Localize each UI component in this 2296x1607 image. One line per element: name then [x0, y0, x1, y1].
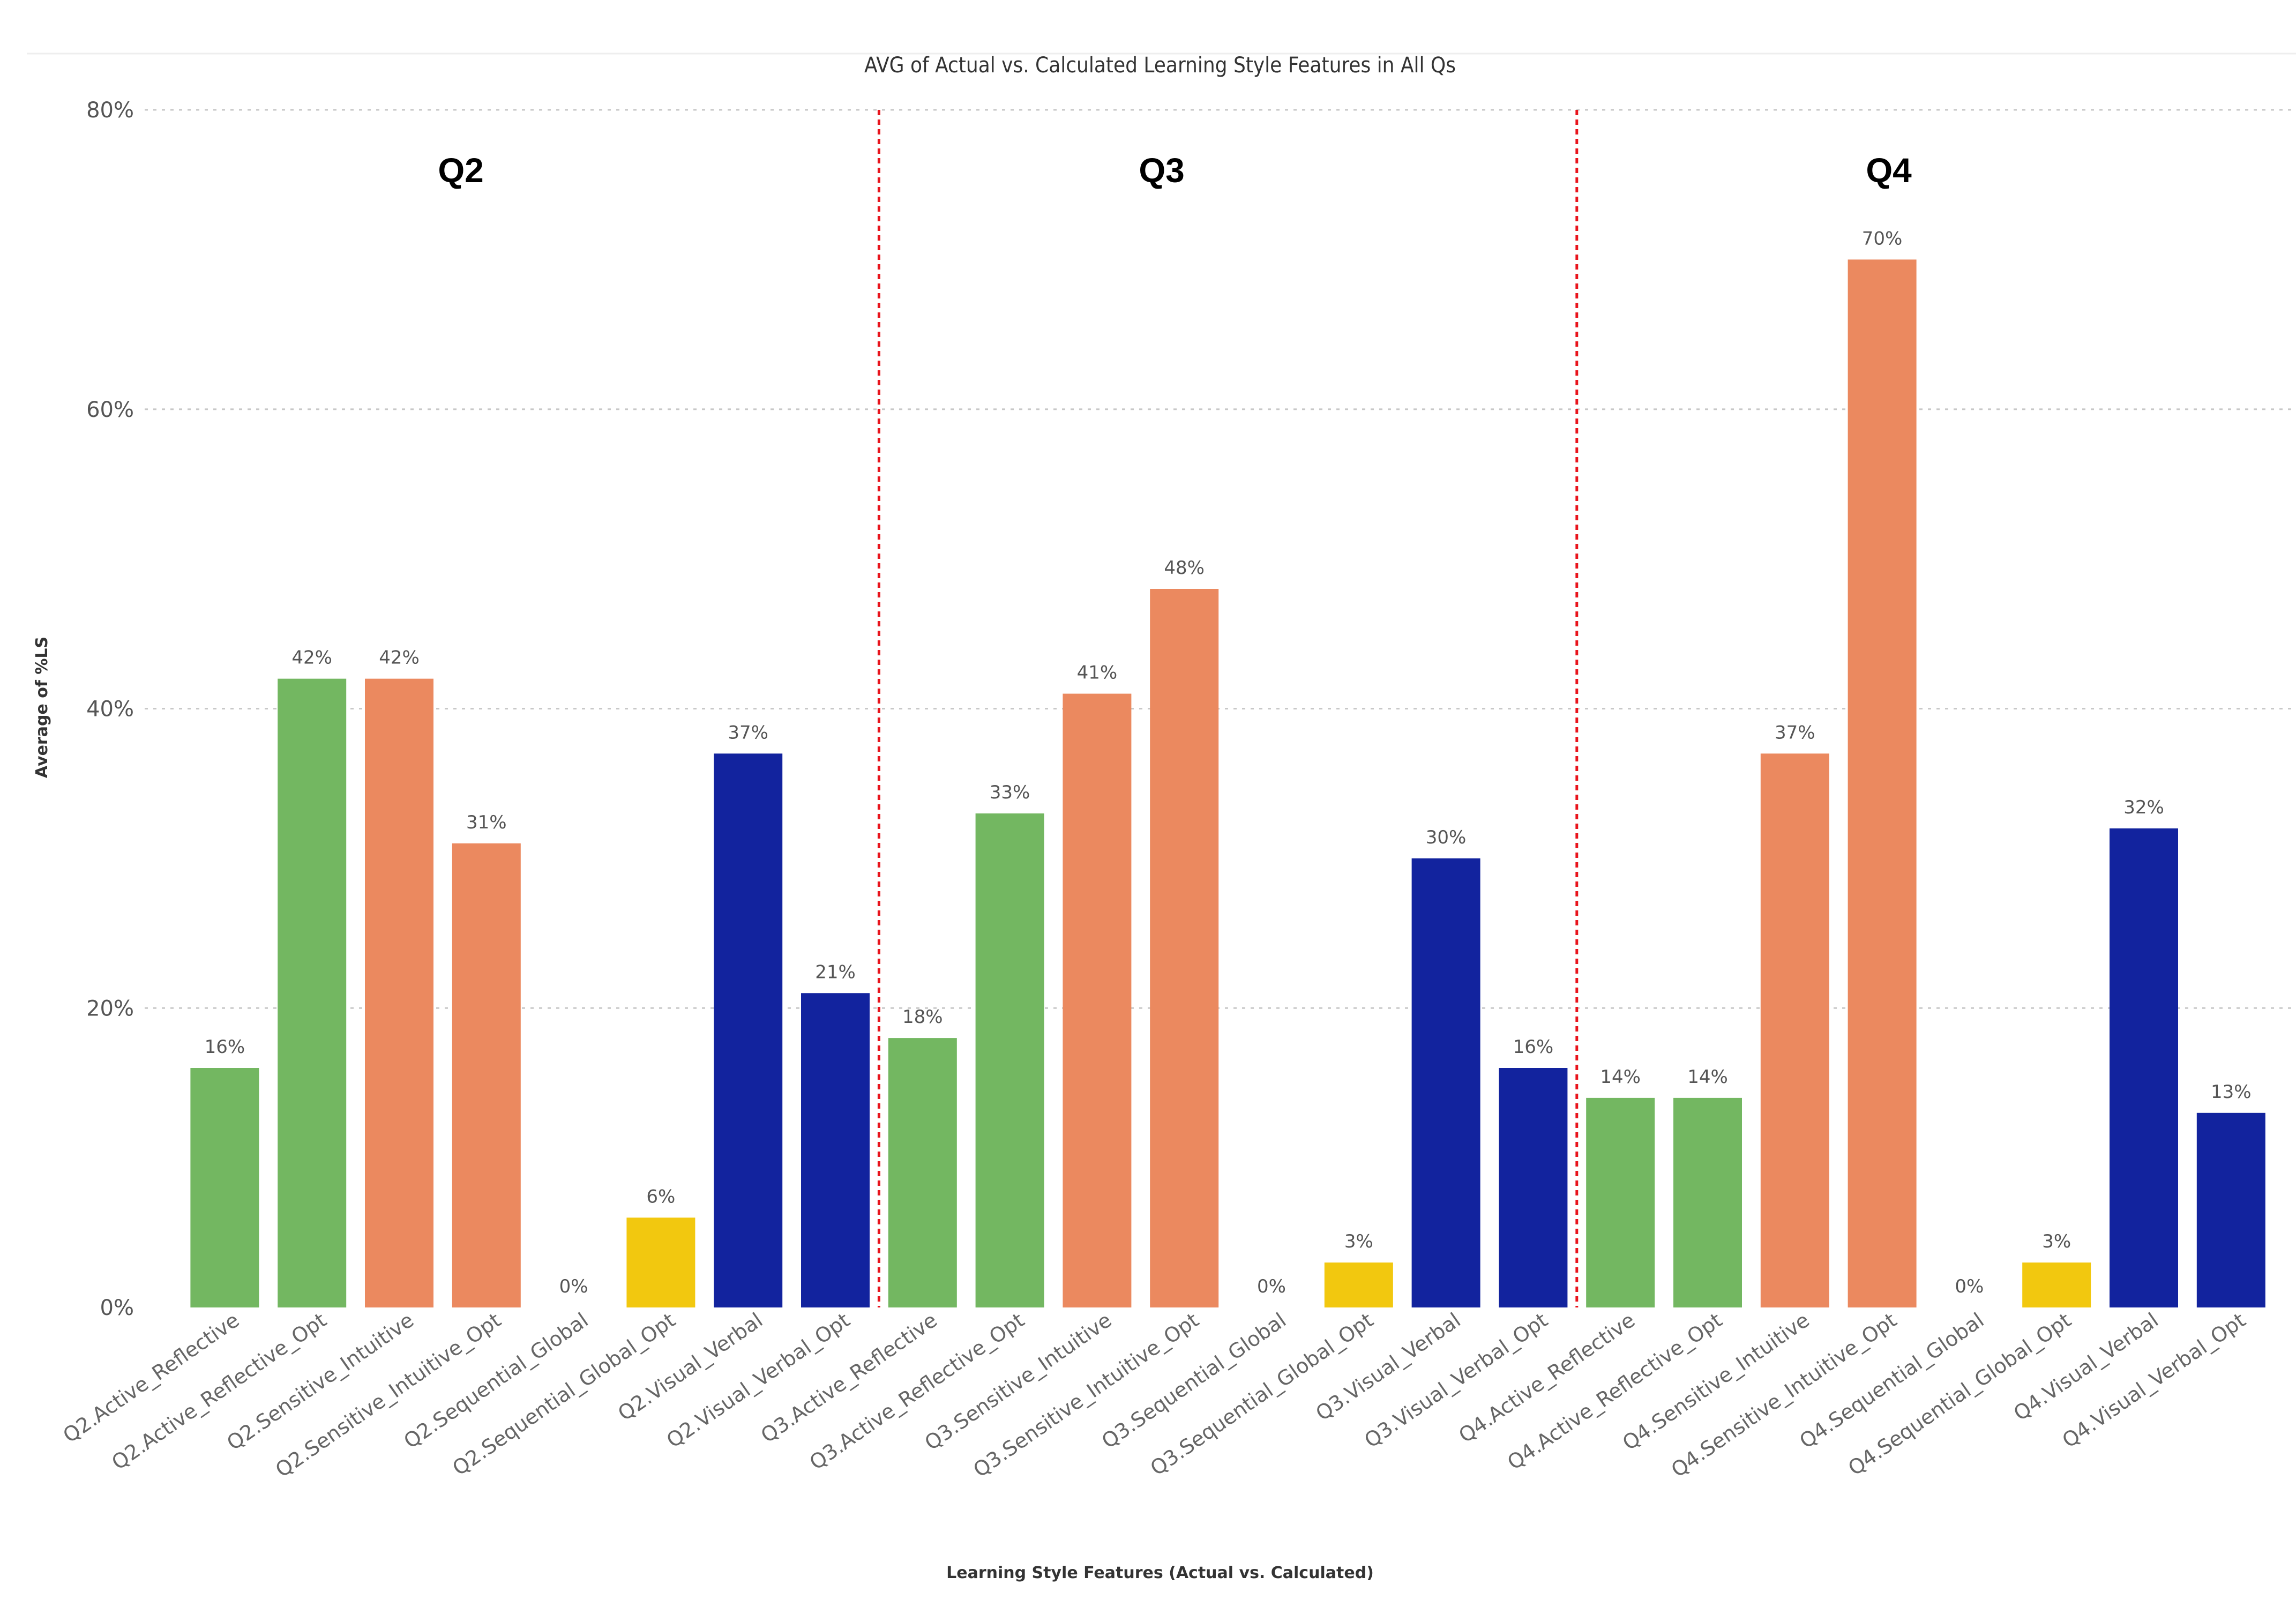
group-label: Q4 [1866, 151, 1912, 190]
bar-value-label: 48% [1164, 557, 1205, 579]
bar [190, 1068, 259, 1307]
x-tick-label: Q2.Visual_Verbal [614, 1308, 767, 1425]
bar-value-label: 13% [2211, 1081, 2252, 1103]
bar-value-label: 3% [1344, 1231, 1373, 1252]
bar [278, 678, 347, 1307]
bar-value-label: 21% [815, 961, 856, 983]
bar-value-label: 0% [1955, 1276, 1984, 1297]
x-axis-ticks: Q2.Active_ReflectiveQ2.Active_Reflective… [59, 1308, 2250, 1482]
y-axis-ticks: 0% 20% 40% 60% 80% [86, 98, 134, 1320]
bar [2110, 828, 2178, 1307]
bar [1324, 1262, 1393, 1307]
bar-value-label: 70% [1862, 228, 1903, 249]
bar [626, 1217, 695, 1307]
bar-value-label: 14% [1600, 1066, 1641, 1088]
bar-value-label: 16% [1513, 1036, 1554, 1058]
group-dividers [877, 110, 1579, 1307]
bar [1848, 259, 1917, 1307]
bar [1586, 1097, 1655, 1307]
bar [452, 843, 521, 1307]
bar [1673, 1097, 1742, 1307]
bar-value-label: 18% [902, 1006, 943, 1028]
y-tick-label: 60% [86, 398, 134, 422]
bar-value-label: 16% [205, 1036, 245, 1058]
bar [975, 813, 1044, 1307]
bar-value-label: 6% [646, 1186, 675, 1207]
bar-value-label: 37% [728, 722, 768, 743]
data-labels: 16% 42% 42% 31% 0% 6% 37% 21% 18% 33% 41% 48% 0% 3% 30… [205, 228, 2252, 1297]
bar-value-label: 14% [1687, 1066, 1728, 1088]
bar [801, 993, 870, 1307]
y-tick-label: 40% [86, 697, 134, 722]
bar-value-label: 37% [1775, 722, 1815, 743]
bar [2022, 1262, 2091, 1307]
bar-value-label: 0% [1257, 1276, 1286, 1297]
bar-value-label: 30% [1426, 827, 1467, 848]
bar-value-label: 31% [466, 812, 507, 833]
bar-value-label: 42% [379, 647, 420, 669]
bar-value-label: 3% [2042, 1231, 2071, 1252]
bar-value-label: 41% [1077, 662, 1118, 684]
bar [1150, 589, 1219, 1307]
gridlines [145, 109, 2296, 1009]
bar [888, 1038, 957, 1307]
bar-value-label: 42% [291, 647, 332, 669]
y-tick-label: 0% [100, 1296, 134, 1320]
y-axis-label: Average of %LS [33, 637, 51, 778]
x-axis-label: Learning Style Features (Actual vs. Calc… [946, 1564, 1374, 1582]
y-tick-label: 20% [86, 996, 134, 1021]
bar-value-label: 32% [2123, 797, 2164, 818]
x-tick-label: Q3.Visual_Verbal [1312, 1308, 1465, 1425]
bars [190, 259, 2265, 1307]
x-tick-label: Q4.Visual_Verbal [2009, 1308, 2163, 1425]
bar-value-label: 0% [559, 1276, 588, 1297]
bar [2196, 1112, 2265, 1307]
group-label: Q3 [1139, 151, 1184, 190]
group-labels: Q2 Q3 Q4 [438, 151, 1912, 190]
bar [365, 678, 433, 1307]
bar-value-label: 33% [990, 782, 1030, 803]
bar [1760, 753, 1829, 1307]
bar [714, 753, 783, 1307]
chart-title: AVG of Actual vs. Calculated Learning St… [864, 53, 1456, 78]
bar [1499, 1068, 1568, 1307]
bar [1411, 858, 1480, 1307]
bar [1063, 693, 1132, 1307]
group-label: Q2 [438, 151, 483, 190]
y-tick-label: 80% [86, 98, 134, 123]
